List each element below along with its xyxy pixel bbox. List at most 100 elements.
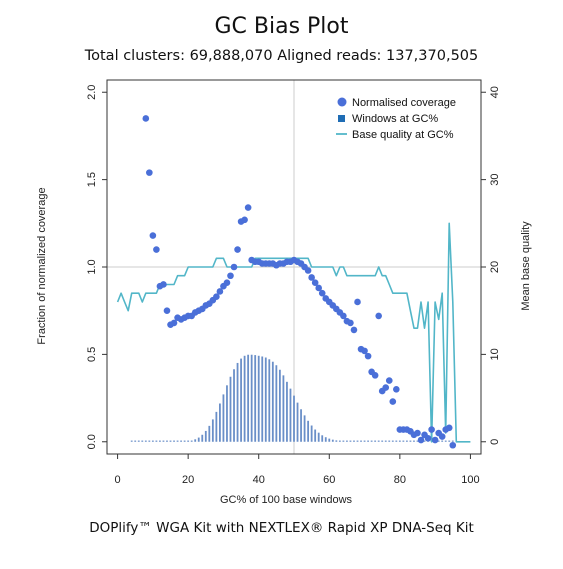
windows-bar	[416, 440, 419, 442]
coverage-point	[160, 281, 167, 288]
windows-bar	[264, 357, 267, 442]
windows-bar	[211, 419, 214, 442]
windows-bar	[321, 435, 324, 442]
coverage-point	[438, 433, 446, 440]
coverage-point	[371, 372, 379, 379]
windows-bar	[219, 403, 221, 442]
legend-windows-label: Windows at GC%	[352, 113, 438, 125]
windows-bar	[144, 440, 147, 442]
windows-bar	[173, 440, 175, 442]
windows-bar	[370, 440, 373, 442]
windows-bar	[444, 440, 447, 442]
windows-bar	[229, 376, 232, 442]
coverage-point	[234, 246, 241, 253]
windows-bar	[226, 385, 228, 442]
chart-subtitle: Total clusters: 69,888,070 Aligned reads…	[84, 48, 479, 64]
y-axis-label: Fraction of normalized coverage	[36, 187, 48, 344]
windows-bar	[314, 429, 317, 442]
windows-bar	[391, 440, 394, 442]
coverage-point	[385, 377, 393, 384]
windows-bar	[201, 434, 204, 442]
coverage-point	[361, 347, 368, 355]
windows-bar	[300, 409, 302, 442]
windows-bar	[134, 440, 137, 442]
windows-bar	[271, 361, 274, 442]
coverage-point	[354, 298, 361, 306]
windows-bar	[423, 440, 426, 442]
windows-bar	[335, 440, 338, 442]
x-tick-label: 40	[253, 474, 265, 486]
coverage-point	[315, 284, 322, 292]
coverage-point	[244, 204, 252, 211]
windows-bar	[353, 440, 355, 442]
coverage-point	[153, 246, 160, 253]
windows-bar	[346, 440, 348, 442]
windows-bar	[286, 381, 288, 442]
windows-bar	[448, 440, 451, 442]
windows-bar	[162, 440, 165, 442]
windows-bar	[324, 437, 327, 442]
chart-title: GC Bias Plot	[214, 14, 349, 39]
windows-bar	[413, 440, 415, 442]
windows-bar	[151, 440, 154, 442]
windows-bar	[296, 402, 299, 442]
windows-bar	[194, 439, 197, 442]
windows-bar	[349, 440, 352, 442]
coverage-point	[213, 293, 220, 301]
windows-bar	[398, 440, 401, 442]
windows-bar	[261, 356, 264, 442]
windows-bar	[402, 440, 405, 442]
windows-bar	[363, 440, 366, 442]
windows-bar	[388, 440, 391, 442]
y-tick-label: 0.0	[86, 434, 98, 449]
windows-bar	[180, 440, 182, 442]
y2-tick-label: 10	[489, 348, 501, 360]
windows-bar	[307, 420, 310, 442]
windows-bar	[338, 440, 341, 442]
windows-bar	[166, 440, 168, 442]
windows-bar	[250, 354, 253, 442]
windows-bar	[176, 440, 179, 442]
windows-bar	[247, 354, 250, 442]
x-tick-label: 0	[115, 474, 121, 486]
y-tick-label: 1.5	[86, 172, 98, 187]
windows-bar	[278, 369, 281, 442]
windows-bar	[367, 440, 369, 442]
windows-bar	[155, 440, 158, 442]
windows-bar	[130, 440, 133, 442]
figure-caption: DOPlify™ WGA Kit with NEXTLEX® Rapid XP …	[89, 520, 474, 536]
windows-bar	[268, 359, 271, 442]
windows-bar	[236, 362, 239, 442]
windows-bar	[377, 440, 380, 442]
y-axis-right: 0 10 20 30 40	[481, 86, 501, 445]
coverage-point	[149, 232, 157, 239]
windows-bar	[282, 375, 285, 442]
windows-bar	[137, 440, 140, 442]
legend-coverage-label: Normalised coverage	[352, 97, 456, 109]
y2-tick-label: 40	[489, 86, 501, 98]
windows-bar	[381, 440, 384, 442]
coverage-point	[364, 352, 372, 360]
windows-bar	[293, 395, 295, 442]
coverage-point	[230, 263, 238, 271]
legend: Normalised coverage Windows at GC% Base …	[336, 97, 456, 141]
windows-bar	[169, 440, 172, 442]
legend-quality-label: Base quality at GC%	[352, 129, 454, 141]
windows-bar	[342, 440, 345, 442]
coverage-point	[417, 436, 425, 444]
x-tick-label: 60	[323, 474, 335, 486]
y-tick-label: 0.5	[86, 347, 98, 362]
coverage-point	[304, 267, 312, 274]
legend-windows-marker	[338, 115, 345, 122]
windows-bar	[331, 439, 334, 442]
windows-bar	[441, 440, 444, 442]
legend-coverage-marker	[337, 97, 347, 107]
coverage-points	[142, 115, 457, 449]
coverage-point	[431, 436, 439, 444]
windows-bar	[317, 432, 320, 442]
windows-bar	[451, 440, 454, 442]
y2-tick-label: 30	[489, 173, 501, 185]
windows-bar	[208, 425, 211, 442]
coverage-point	[227, 272, 234, 280]
